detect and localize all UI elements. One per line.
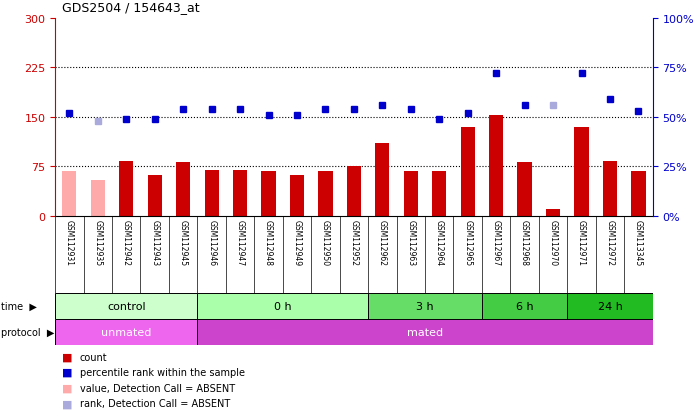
Bar — [119, 161, 133, 216]
Bar — [603, 161, 617, 216]
Bar — [55, 319, 198, 345]
Text: ■: ■ — [62, 367, 73, 377]
Text: GSM112968: GSM112968 — [520, 219, 529, 266]
Text: GDS2504 / 154643_at: GDS2504 / 154643_at — [62, 2, 200, 14]
Text: 24 h: 24 h — [597, 301, 623, 311]
Bar — [262, 171, 276, 216]
Bar — [567, 293, 653, 319]
Text: rank, Detection Call = ABSENT: rank, Detection Call = ABSENT — [80, 398, 230, 408]
Text: GSM112943: GSM112943 — [150, 219, 159, 266]
Text: control: control — [107, 301, 146, 311]
Bar — [489, 116, 503, 216]
Bar — [574, 127, 588, 216]
Text: GSM112972: GSM112972 — [605, 219, 614, 266]
Text: GSM112949: GSM112949 — [292, 219, 302, 266]
Text: GSM112971: GSM112971 — [577, 219, 586, 266]
Text: GSM112950: GSM112950 — [321, 219, 330, 266]
Text: GSM112945: GSM112945 — [179, 219, 188, 266]
Text: GSM112962: GSM112962 — [378, 219, 387, 266]
Text: 0 h: 0 h — [274, 301, 292, 311]
Text: GSM112964: GSM112964 — [435, 219, 444, 266]
Bar — [403, 171, 418, 216]
Text: GSM112947: GSM112947 — [236, 219, 244, 266]
Text: GSM112942: GSM112942 — [121, 219, 131, 266]
Bar — [62, 171, 77, 216]
Text: ■: ■ — [62, 383, 73, 393]
Text: GSM112946: GSM112946 — [207, 219, 216, 266]
Bar — [631, 171, 646, 216]
Bar — [147, 176, 162, 216]
Bar — [368, 293, 482, 319]
Bar — [517, 162, 532, 216]
Bar — [205, 170, 218, 216]
Text: percentile rank within the sample: percentile rank within the sample — [80, 367, 244, 377]
Bar — [432, 171, 446, 216]
Text: time  ▶: time ▶ — [1, 301, 36, 311]
Bar — [546, 210, 560, 216]
Bar — [290, 176, 304, 216]
Text: GSM112967: GSM112967 — [491, 219, 500, 266]
Text: protocol  ▶: protocol ▶ — [1, 327, 54, 337]
Text: GSM112952: GSM112952 — [350, 219, 358, 266]
Bar — [91, 180, 105, 216]
Bar — [461, 127, 475, 216]
Text: 3 h: 3 h — [416, 301, 434, 311]
Bar — [198, 319, 653, 345]
Text: ■: ■ — [62, 352, 73, 362]
Bar — [482, 293, 567, 319]
Bar — [198, 293, 368, 319]
Bar — [318, 171, 332, 216]
Bar — [55, 293, 198, 319]
Text: ■: ■ — [62, 398, 73, 408]
Bar — [233, 170, 247, 216]
Bar — [176, 162, 191, 216]
Text: GSM112965: GSM112965 — [463, 219, 472, 266]
Text: 6 h: 6 h — [516, 301, 533, 311]
Text: GSM113345: GSM113345 — [634, 219, 643, 266]
Text: value, Detection Call = ABSENT: value, Detection Call = ABSENT — [80, 383, 235, 393]
Text: count: count — [80, 352, 107, 362]
Text: GSM112970: GSM112970 — [549, 219, 558, 266]
Text: unmated: unmated — [101, 327, 151, 337]
Bar — [347, 167, 361, 216]
Text: mated: mated — [407, 327, 443, 337]
Text: GSM112948: GSM112948 — [264, 219, 273, 266]
Text: GSM112935: GSM112935 — [94, 219, 103, 266]
Text: GSM112931: GSM112931 — [65, 219, 74, 266]
Bar — [376, 144, 389, 216]
Text: GSM112963: GSM112963 — [406, 219, 415, 266]
